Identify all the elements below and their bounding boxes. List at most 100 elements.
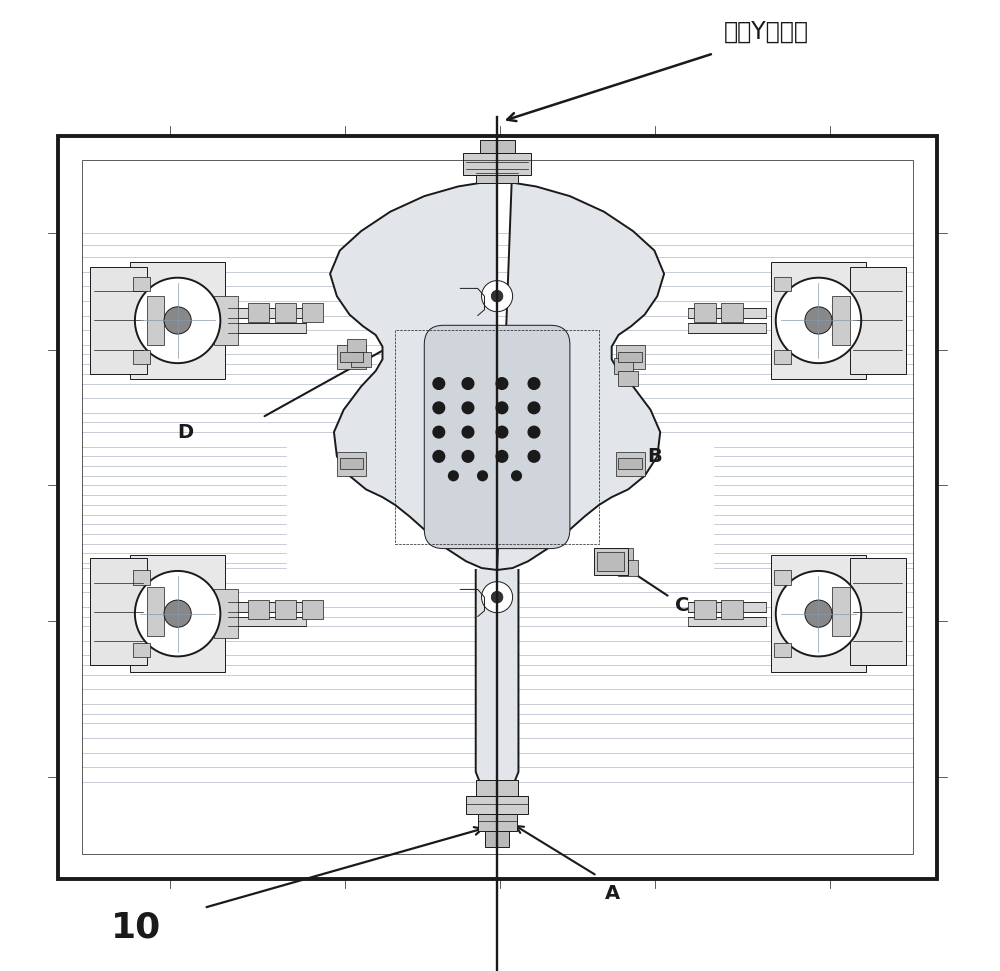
Bar [616, 452, 645, 476]
Circle shape [433, 378, 445, 389]
Bar [721, 303, 743, 322]
Bar [275, 303, 296, 322]
Circle shape [528, 451, 540, 462]
Bar [480, 140, 515, 153]
Bar [616, 345, 645, 369]
Circle shape [491, 591, 503, 603]
Bar [618, 560, 638, 576]
Bar [463, 153, 531, 175]
Bar [783, 589, 807, 638]
Bar [694, 303, 716, 322]
Bar [82, 160, 913, 854]
Bar [774, 570, 791, 585]
Circle shape [776, 278, 861, 363]
Bar [147, 587, 164, 636]
Bar [618, 371, 638, 386]
Bar [478, 814, 517, 831]
Bar [688, 323, 766, 333]
Text: A: A [605, 884, 620, 903]
Bar [395, 330, 599, 544]
FancyBboxPatch shape [424, 325, 570, 549]
Circle shape [462, 402, 474, 414]
Circle shape [433, 426, 445, 438]
Circle shape [433, 402, 445, 414]
Circle shape [496, 378, 508, 389]
Bar [850, 558, 906, 665]
Bar [771, 262, 866, 379]
Text: C: C [675, 596, 689, 616]
Bar [774, 350, 791, 364]
Bar [130, 555, 225, 672]
Bar [133, 570, 150, 585]
Bar [832, 296, 850, 345]
Circle shape [776, 571, 861, 656]
Bar [133, 350, 150, 364]
Circle shape [462, 426, 474, 438]
Bar [771, 555, 866, 672]
Circle shape [433, 451, 445, 462]
Bar [340, 458, 363, 469]
Circle shape [496, 426, 508, 438]
Bar [485, 831, 509, 847]
Bar [228, 602, 306, 612]
Bar [275, 600, 296, 619]
Bar [832, 587, 850, 636]
Bar [90, 558, 147, 665]
Bar [688, 617, 766, 626]
Circle shape [164, 600, 191, 627]
Bar [302, 600, 323, 619]
Circle shape [478, 471, 487, 481]
Bar [721, 600, 743, 619]
Circle shape [491, 290, 503, 302]
Bar [133, 643, 150, 657]
Bar [466, 796, 528, 814]
Bar [214, 296, 238, 345]
Bar [337, 345, 366, 369]
Bar [850, 267, 906, 374]
Circle shape [164, 307, 191, 334]
Circle shape [528, 426, 540, 438]
Bar [228, 323, 306, 333]
Bar [618, 352, 642, 362]
Text: 10: 10 [111, 910, 161, 945]
Circle shape [512, 471, 521, 481]
Circle shape [805, 600, 832, 627]
Polygon shape [476, 570, 518, 782]
Circle shape [449, 471, 458, 481]
Bar [688, 602, 766, 612]
Bar [228, 308, 306, 318]
Text: 虛拟Y中心线: 虛拟Y中心线 [723, 19, 808, 44]
Polygon shape [330, 183, 664, 570]
Bar [147, 296, 164, 345]
Bar [248, 600, 269, 619]
Circle shape [528, 378, 540, 389]
Circle shape [135, 571, 220, 656]
Circle shape [496, 451, 508, 462]
Bar [694, 600, 716, 619]
Bar [58, 136, 937, 879]
Text: D: D [178, 422, 194, 442]
Bar [302, 303, 323, 322]
Bar [688, 308, 766, 318]
Circle shape [462, 451, 474, 462]
Circle shape [462, 378, 474, 389]
Bar [130, 262, 225, 379]
Text: B: B [648, 447, 662, 466]
Bar [614, 548, 633, 563]
Bar [248, 303, 269, 322]
Bar [614, 358, 633, 374]
Circle shape [805, 307, 832, 334]
Bar [594, 548, 628, 575]
FancyBboxPatch shape [483, 798, 512, 823]
Bar [618, 458, 642, 469]
Circle shape [528, 402, 540, 414]
Bar [337, 452, 366, 476]
Circle shape [482, 582, 513, 613]
Circle shape [496, 402, 508, 414]
Bar [351, 352, 371, 367]
Bar [228, 617, 306, 626]
Circle shape [482, 281, 513, 312]
Bar [783, 296, 807, 345]
Bar [340, 352, 363, 362]
Bar [214, 589, 238, 638]
